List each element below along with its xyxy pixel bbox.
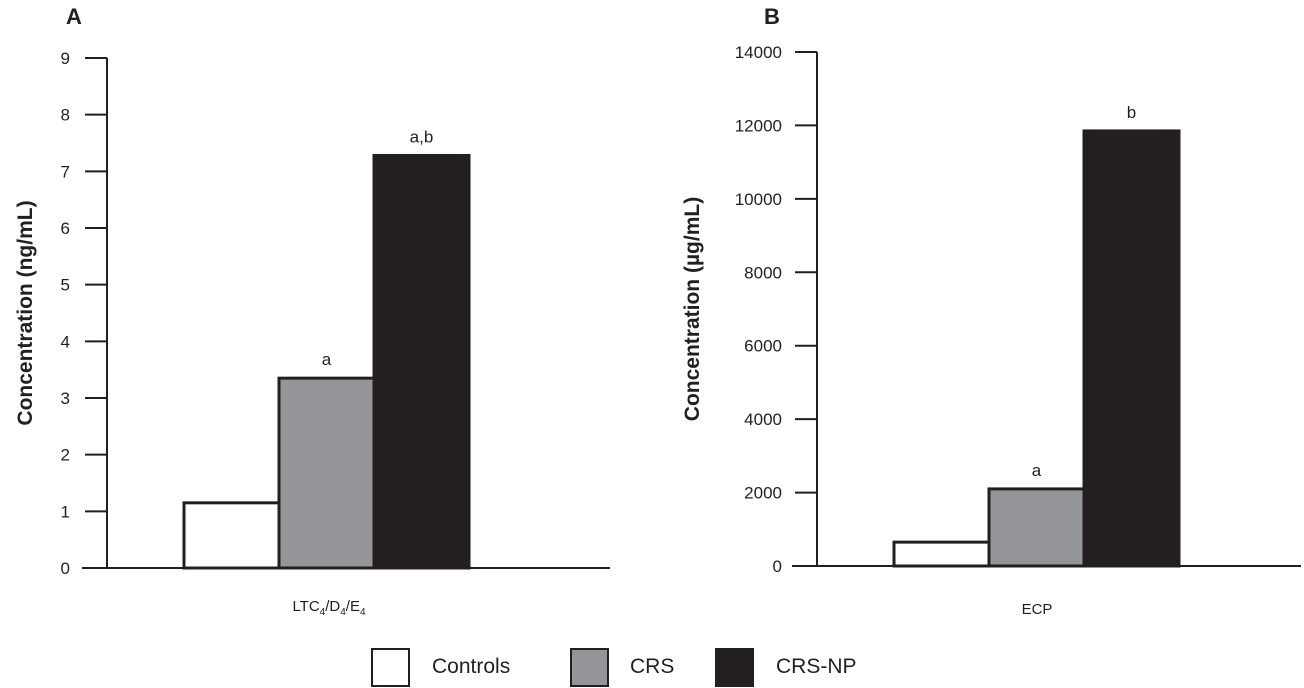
panel-b-chart: B Concentration (µg/mL) a b 0 2000 4000 6000 800… [681, 4, 1301, 618]
panel-letter: B [764, 4, 780, 29]
bar-annotation: b [1127, 103, 1136, 122]
bar-annotation: a,b [410, 127, 434, 146]
legend-label: Controls [432, 655, 510, 678]
legend-swatch-crs [570, 648, 609, 687]
y-tick-label: 5 [61, 276, 70, 295]
y-tick-label: 3 [61, 389, 70, 408]
y-tick-label: 6000 [744, 337, 782, 356]
y-tick-label: 7 [61, 162, 70, 181]
y-tick-label: 0 [61, 559, 70, 578]
category-main: LTC [292, 598, 319, 615]
bar-crs [987, 487, 1086, 568]
category-subscript: 4 [320, 607, 326, 618]
y-tick-label: 6 [61, 219, 70, 238]
category-main: ECP [1022, 601, 1053, 618]
y-tick-label: 8 [61, 106, 70, 125]
legend-label: CRS [630, 655, 674, 678]
category-subscript: 4 [360, 607, 366, 618]
x-category-label: LTC4/D4/E4 [292, 598, 366, 618]
y-tick-label: 2 [61, 446, 70, 465]
y-axis-title: Concentration (µg/mL) [681, 197, 704, 421]
bar-annotation: a [1032, 461, 1042, 480]
bar-controls [182, 501, 281, 570]
legend: Controls CRS CRS-NP [371, 648, 857, 687]
y-tick-label: 0 [773, 557, 782, 576]
category-part: /E [346, 598, 360, 615]
category-subscript: 4 [340, 607, 346, 618]
legend-label: CRS-NP [776, 655, 857, 678]
y-tick-label: 4 [61, 332, 70, 351]
y-tick-label: 12000 [735, 116, 782, 135]
y-tick-label: 8000 [744, 263, 782, 282]
y-axis-title: Concentration (ng/mL) [14, 200, 37, 425]
legend-swatch-controls [371, 648, 410, 687]
legend-swatch-crs-np [715, 648, 754, 687]
x-category-label: ECP [1022, 601, 1053, 618]
y-tick-label: 9 [61, 49, 70, 68]
y-tick-label: 10000 [735, 190, 782, 209]
bar-crs [277, 376, 376, 570]
y-tick-label: 4000 [744, 410, 782, 429]
bar-annotation: a [322, 350, 332, 369]
bar-crs-np [372, 153, 471, 570]
y-tick-label: 2000 [744, 484, 782, 503]
bar-controls [892, 540, 991, 568]
y-tick-label: 1 [61, 502, 70, 521]
y-tick-label: 14000 [735, 43, 782, 62]
bar-crs-np [1082, 129, 1181, 568]
category-part: /D [325, 598, 340, 615]
panel-letter: A [66, 4, 82, 29]
